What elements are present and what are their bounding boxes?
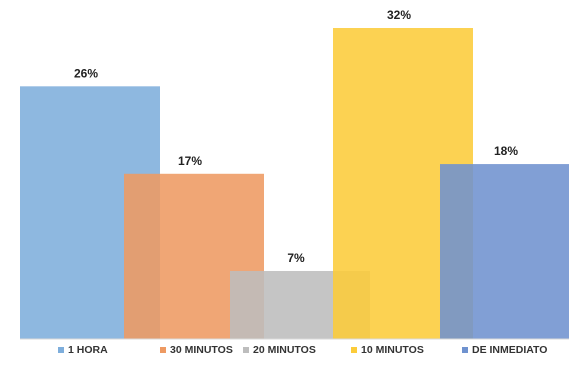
legend-swatch-10-minutos xyxy=(351,347,357,353)
bar-de-inmediato xyxy=(440,164,569,339)
legend-label-de-inmediato: DE INMEDIATO xyxy=(472,344,547,356)
legend-swatch-1-hora xyxy=(58,347,64,353)
data-label-de-inmediato: 18% xyxy=(494,144,518,158)
data-label-1-hora: 26% xyxy=(74,66,98,80)
legend-swatch-de-inmediato xyxy=(462,347,468,353)
legend-swatch-30-minutos xyxy=(160,347,166,353)
legend-item-30-minutos: 30 MINUTOS xyxy=(160,344,233,356)
legend: 1 HORA 30 MINUTOS 20 MINUTOS 10 MINUTOS DE I… xyxy=(58,344,547,356)
legend-label-1-hora: 1 HORA xyxy=(68,344,108,356)
legend-item-10-minutos: 10 MINUTOS xyxy=(351,344,424,356)
plot-area xyxy=(20,28,569,339)
legend-swatch-20-minutos xyxy=(243,347,249,353)
data-label-30-minutos: 17% xyxy=(178,154,202,168)
data-label-20-minutos: 7% xyxy=(287,251,305,265)
legend-item-de-inmediato: DE INMEDIATO xyxy=(462,344,547,356)
legend-label-10-minutos: 10 MINUTOS xyxy=(361,344,424,356)
legend-item-20-minutos: 20 MINUTOS xyxy=(243,344,316,356)
legend-label-30-minutos: 30 MINUTOS xyxy=(170,344,233,356)
data-label-10-minutos: 32% xyxy=(387,8,411,22)
legend-label-20-minutos: 20 MINUTOS xyxy=(253,344,316,356)
data-labels: 26% 17% 7% 32% 18% xyxy=(74,8,518,265)
legend-item-1-hora: 1 HORA xyxy=(58,344,108,356)
